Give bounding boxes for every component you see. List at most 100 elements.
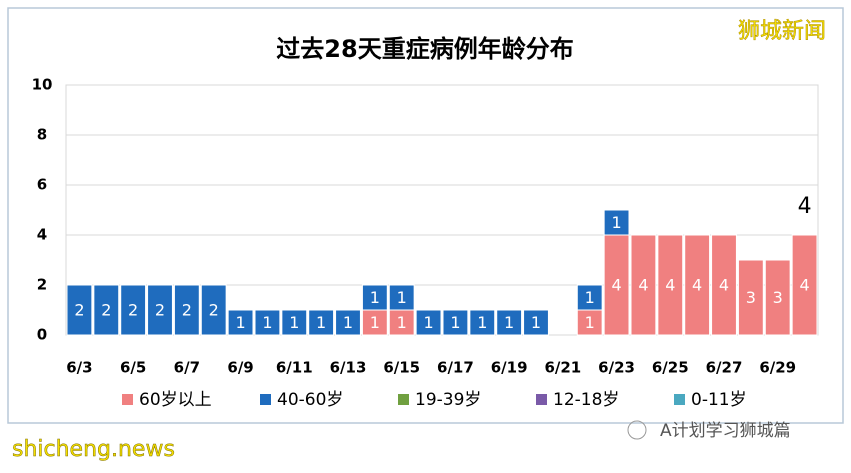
x-tick-label: 6/3: [66, 359, 92, 377]
value-label: 3: [773, 288, 783, 307]
y-tick-label: 0: [37, 326, 47, 344]
value-label: 1: [370, 313, 380, 332]
y-tick-label: 2: [37, 276, 47, 294]
bar: [254, 309, 281, 336]
footer-text: A计划学习狮城篇: [660, 421, 791, 441]
value-label: 2: [128, 301, 138, 320]
x-tick-label: 6/15: [383, 359, 420, 377]
bar: [281, 309, 308, 336]
x-tick-label: 6/11: [276, 359, 313, 377]
value-label: 4: [719, 276, 729, 295]
value-label: 1: [370, 288, 380, 307]
value-label: 2: [182, 301, 192, 320]
value-label: 3: [746, 288, 756, 307]
value-label: 1: [343, 313, 353, 332]
bar: [361, 309, 388, 336]
x-tick-label: 6/17: [437, 359, 474, 377]
bar: [469, 309, 496, 336]
bar: [576, 284, 603, 311]
bar: [442, 309, 469, 336]
value-label: 4: [799, 276, 809, 295]
bar: [388, 284, 415, 311]
value-label: 4: [665, 276, 675, 295]
value-label: 1: [289, 313, 299, 332]
chart-title: 过去28天重症病例年龄分布: [276, 35, 573, 63]
x-tick-label: 6/25: [652, 359, 689, 377]
legend-swatch: [536, 394, 547, 405]
value-label: 1: [316, 313, 326, 332]
bar: [791, 234, 818, 336]
legend-label: 60岁以上: [139, 390, 212, 410]
legend-swatch: [398, 394, 409, 405]
bar: [603, 209, 630, 236]
bar: [657, 234, 684, 336]
value-label: 4: [692, 276, 702, 295]
y-tick-label: 8: [37, 126, 47, 144]
value-label: 1: [611, 213, 621, 232]
bar: [764, 259, 791, 336]
x-tick-label: 6/9: [227, 359, 253, 377]
bar: [684, 234, 711, 336]
x-tick-label: 6/19: [491, 359, 528, 377]
value-label: 1: [235, 313, 245, 332]
value-label: 1: [450, 313, 460, 332]
chart-frame: [7, 7, 844, 424]
value-label: 1: [585, 288, 595, 307]
legend-label: 19-39岁: [415, 390, 481, 410]
bar: [120, 284, 147, 336]
x-tick-label: 6/7: [174, 359, 200, 377]
bar: [523, 309, 549, 336]
bar: [335, 309, 361, 336]
value-label: 1: [504, 313, 514, 332]
value-label: 1: [423, 313, 433, 332]
watermark: shicheng.news: [12, 437, 175, 462]
bar: [711, 234, 737, 336]
bar: [173, 284, 200, 336]
legend-swatch: [260, 394, 271, 405]
bar: [308, 309, 335, 336]
y-tick-label: 10: [32, 76, 53, 94]
value-label: 2: [209, 301, 219, 320]
legend-label: 40-60岁: [277, 390, 343, 410]
bar: [737, 259, 764, 336]
bar: [227, 309, 254, 336]
value-label: 4: [611, 276, 621, 295]
value-label: 1: [397, 313, 407, 332]
bar: [93, 284, 120, 336]
value-label: 4: [638, 276, 648, 295]
watermark: 狮城新闻: [738, 19, 826, 44]
value-label: 2: [74, 301, 84, 320]
bar: [496, 309, 523, 336]
bar: [361, 284, 388, 311]
bar: [415, 309, 442, 336]
wechat-icon: [627, 420, 647, 440]
legend-swatch: [674, 394, 685, 405]
x-tick-label: 6/21: [544, 359, 581, 377]
legend-label: 12-18岁: [553, 390, 619, 410]
value-label: 1: [585, 313, 595, 332]
x-tick-label: 6/13: [330, 359, 367, 377]
bar: [630, 234, 657, 336]
y-tick-label: 4: [37, 226, 47, 244]
value-label: 1: [477, 313, 487, 332]
x-tick-label: 6/5: [120, 359, 146, 377]
legend-label: 0-11岁: [691, 390, 747, 410]
value-label: 1: [397, 288, 407, 307]
value-label: 2: [101, 301, 111, 320]
bar: [576, 309, 603, 336]
value-label: 2: [155, 301, 165, 320]
x-tick-label: 6/27: [706, 359, 743, 377]
annotation: 4: [798, 194, 812, 219]
y-tick-label: 6: [37, 176, 47, 194]
value-label: 1: [262, 313, 272, 332]
value-label: 1: [531, 313, 541, 332]
x-tick-label: 6/23: [598, 359, 635, 377]
bar: [200, 284, 227, 336]
legend-swatch: [122, 394, 133, 405]
bar: [603, 234, 630, 336]
bar: [66, 284, 93, 336]
bar: [147, 284, 173, 336]
x-tick-label: 6/29: [759, 359, 796, 377]
